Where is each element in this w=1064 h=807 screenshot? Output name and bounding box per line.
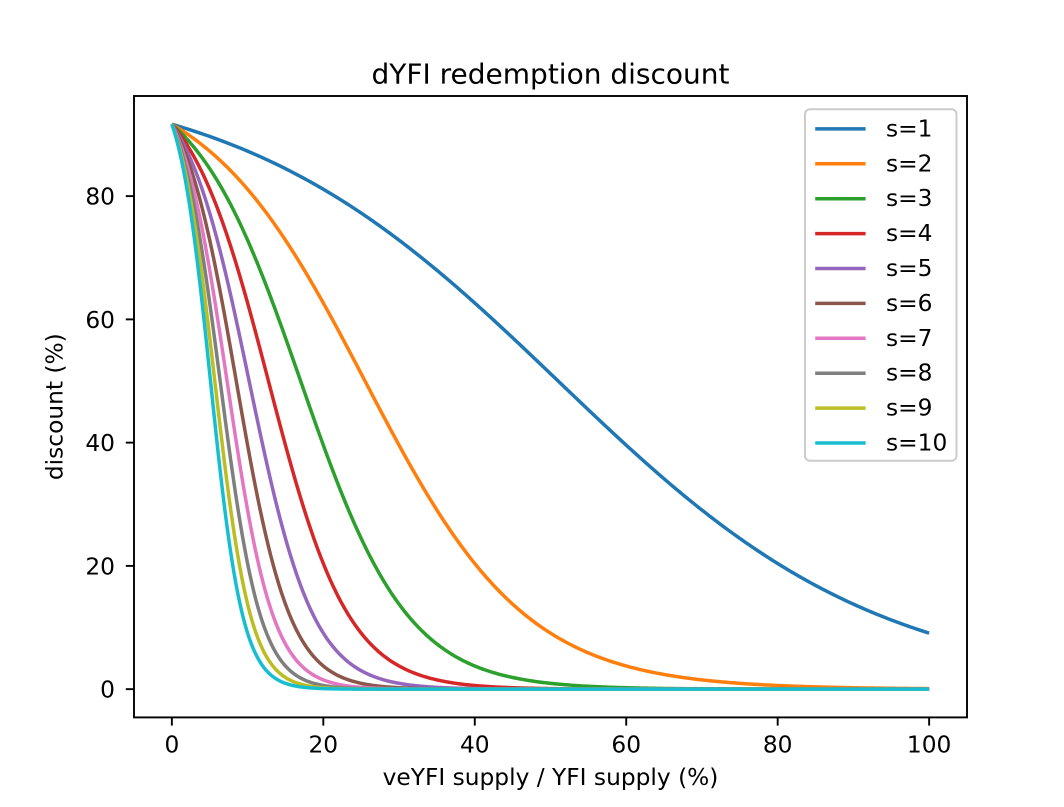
- y-tick-label: 20: [85, 553, 115, 580]
- x-axis-label: veYFI supply / YFI supply (%): [383, 764, 719, 791]
- x-tick-label: 20: [308, 731, 338, 758]
- legend-label-s-6: s=6: [886, 290, 932, 317]
- x-tick-label: 40: [460, 731, 490, 758]
- legend-label-s-8: s=8: [886, 360, 932, 387]
- series-line-s-10: [170, 123, 930, 691]
- axes-frame: [133, 95, 968, 719]
- legend-label-s-5: s=5: [886, 255, 932, 282]
- legend-label-s-2: s=2: [886, 150, 932, 177]
- y-tick-label: 80: [85, 184, 115, 211]
- plot-area: 0 20 40 60 80 100 0 20 40 60 80 s=1 s=2 s=3 s=4 s=5 s=6 s…: [85, 95, 968, 758]
- y-axis-label: discount (%): [42, 333, 69, 480]
- x-tick-label: 60: [611, 731, 641, 758]
- series-line-s-1: [171, 122, 930, 635]
- y-tick-label: 40: [85, 430, 115, 457]
- chart-title: dYFI redemption discount: [372, 58, 730, 91]
- series-line-s-2: [170, 122, 930, 691]
- legend-label-s-3: s=3: [886, 185, 932, 212]
- legend-label-s-7: s=7: [886, 325, 932, 352]
- legend-label-s-10: s=10: [886, 430, 947, 457]
- y-tick-label: 0: [100, 677, 115, 704]
- legend-label-s-4: s=4: [886, 220, 932, 247]
- x-tick-label: 100: [907, 731, 951, 758]
- y-tick-label: 60: [85, 307, 115, 334]
- x-tick-label: 80: [763, 731, 793, 758]
- legend-label-s-9: s=9: [886, 395, 932, 422]
- legend-label-s-1: s=1: [886, 115, 932, 142]
- x-tick-label: 0: [164, 731, 179, 758]
